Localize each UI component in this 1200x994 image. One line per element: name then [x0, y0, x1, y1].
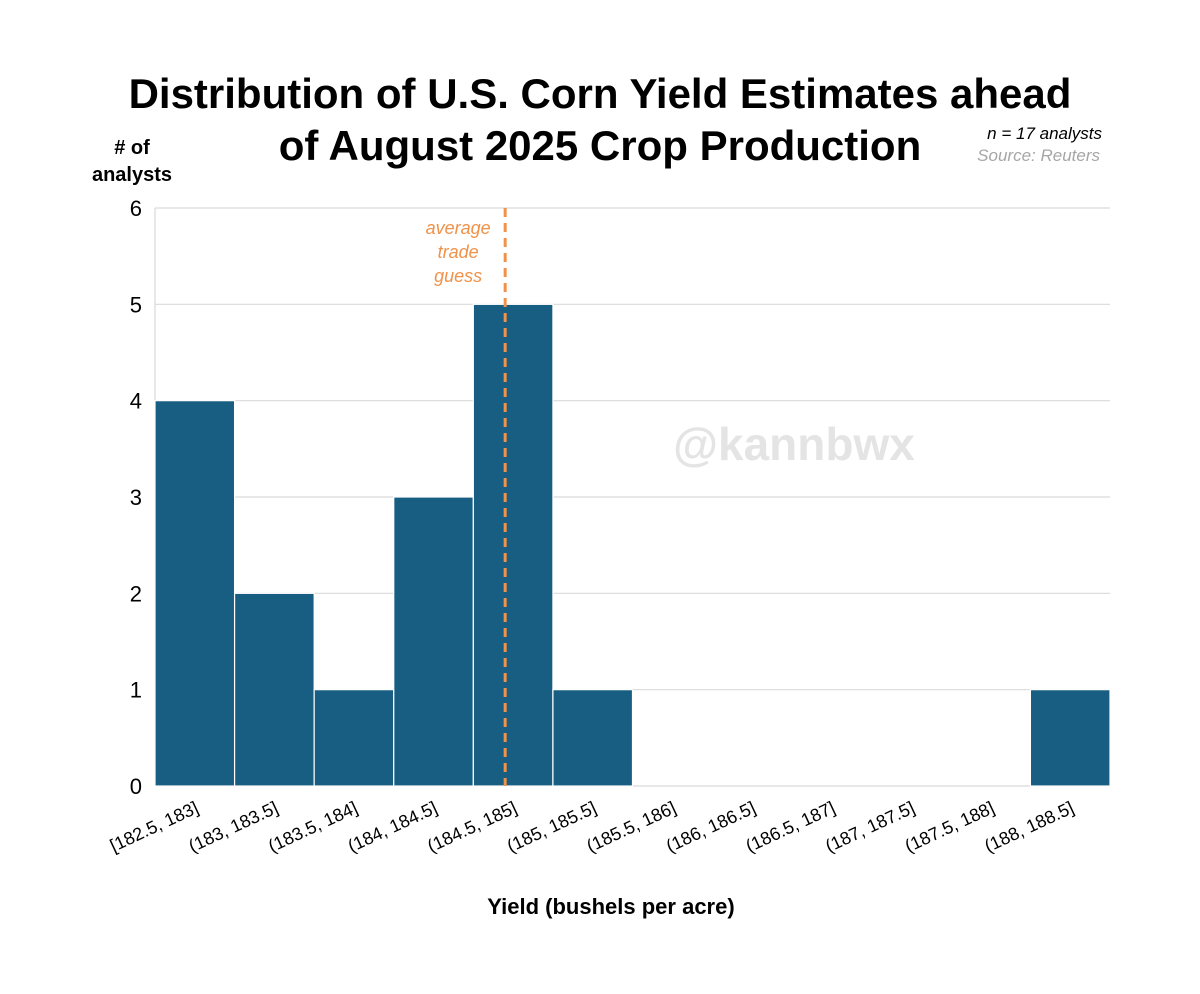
bar-11 [1029, 689, 1111, 787]
y-axis-label-line-1: # of [114, 137, 150, 159]
bars [154, 303, 1111, 787]
y-tick-label: 6 [130, 196, 142, 221]
x-tick-label: (185, 185.5] [504, 797, 600, 856]
x-tick-label: [182.5, 183] [107, 797, 202, 855]
bar-0 [154, 400, 236, 787]
n-note: n = 17 analysts [987, 124, 1102, 143]
y-tick-labels: 0 1 2 3 4 5 6 [130, 196, 142, 799]
y-tick-label: 0 [130, 774, 142, 799]
x-axis-label: Yield (bushels per acre) [487, 894, 734, 919]
y-axis-label-line-2: analysts [92, 164, 172, 186]
bar-2 [313, 689, 395, 787]
chart-title-line-2: of August 2025 Crop Production [279, 122, 921, 169]
x-tick-label: (185.5, 186] [583, 797, 679, 856]
x-tick-label: (187.5, 188] [902, 797, 998, 856]
y-tick-label: 1 [130, 678, 142, 703]
bar-4 [472, 303, 554, 787]
y-tick-label: 2 [130, 581, 142, 606]
watermark: @kannbwx [673, 418, 915, 470]
x-tick-labels: [182.5, 183](183, 183.5](183.5, 184](184… [107, 797, 1077, 856]
source-note: Source: Reuters [977, 146, 1100, 165]
y-tick-label: 4 [130, 389, 142, 414]
x-tick-label: (184, 184.5] [345, 797, 441, 856]
x-tick-label: (187, 187.5] [822, 797, 918, 856]
x-tick-label: (184.5, 185] [424, 797, 520, 856]
x-tick-label: (186.5, 187] [743, 797, 839, 856]
y-tick-label: 3 [130, 485, 142, 510]
bar-5 [552, 689, 634, 787]
bar-1 [233, 592, 315, 787]
chart-title-line-1: Distribution of U.S. Corn Yield Estimate… [129, 70, 1072, 117]
average-label-line-3: guess [434, 266, 482, 286]
bar-3 [393, 496, 474, 787]
x-tick-label: (183, 183.5] [186, 797, 282, 856]
average-label-line-1: average [426, 218, 491, 238]
x-tick-label: (183.5, 184] [265, 797, 361, 856]
x-tick-label: (188, 188.5] [981, 797, 1077, 856]
x-tick-label: (186, 186.5] [663, 797, 759, 856]
average-label-line-2: trade [438, 242, 479, 262]
y-tick-label: 5 [130, 292, 142, 317]
